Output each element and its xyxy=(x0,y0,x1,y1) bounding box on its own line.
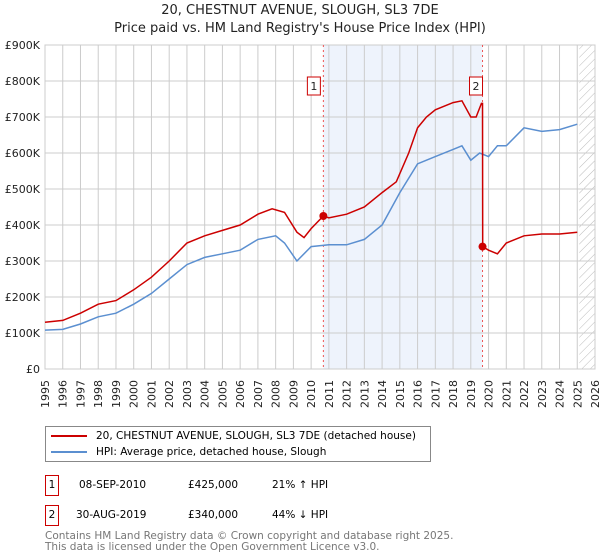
x-tick-label: 2026 xyxy=(589,380,600,408)
y-tick-label: £800K xyxy=(5,75,41,88)
x-tick-label: 2004 xyxy=(199,380,212,408)
sale-date: 08-SEP-2010 xyxy=(79,479,147,491)
x-tick-label: 2000 xyxy=(128,380,141,408)
plot-border xyxy=(44,44,596,370)
table-row: 1 08-SEP-2010 £425,000 21% ↑ HPI xyxy=(45,475,445,496)
chart-title: 20, CHESTNUT AVENUE, SLOUGH, SL3 7DE xyxy=(161,3,439,18)
sale-annotation-label: 1 xyxy=(310,80,317,93)
y-tick-label: £600K xyxy=(5,147,41,160)
shaded-period xyxy=(323,45,483,369)
series-line xyxy=(44,123,578,331)
plot-area: 1995 1996 1997 1998 1999 2000 2001 2002 2003 2004… xyxy=(5,39,600,408)
x-tick-label: 1995 xyxy=(39,380,52,408)
y-tick-label: £100K xyxy=(5,327,41,340)
x-tick-label: 1998 xyxy=(92,380,105,408)
sale-marker-badge: 1 xyxy=(45,475,59,496)
legend-label-property: 20, CHESTNUT AVENUE, SLOUGH, SL3 7DE (de… xyxy=(96,430,416,442)
sale-hpi-diff: 21% ↑ HPI xyxy=(272,479,329,491)
x-tick-label: 2017 xyxy=(429,380,442,408)
y-tick-label: £900K xyxy=(5,39,41,52)
x-tick-label: 1997 xyxy=(74,380,87,408)
x-tick-label: 2018 xyxy=(447,380,460,408)
sale-annotation-box xyxy=(469,76,484,96)
x-tick-label: 2016 xyxy=(412,380,425,408)
y-tick-label: £500K xyxy=(5,183,41,196)
x-tick-label: 2009 xyxy=(287,380,300,408)
footer: Contains HM Land Registry data © Crown c… xyxy=(45,531,453,553)
legend-label-hpi: HPI: Average price, detached house, Slou… xyxy=(96,446,327,458)
x-tick-label: 2010 xyxy=(305,380,318,408)
x-tick-label: 2007 xyxy=(252,380,265,408)
sale-price: £340,000 xyxy=(188,509,239,521)
x-tick-label: 2001 xyxy=(145,380,158,408)
legend-swatch-hpi xyxy=(51,451,87,453)
x-tick-label: 2002 xyxy=(163,380,176,408)
x-tick-label: 2003 xyxy=(181,380,194,408)
chart-subtitle: Price paid vs. HM Land Registry's House … xyxy=(114,21,486,36)
sale-marker-badge: 2 xyxy=(45,505,59,526)
y-tick-label: £0 xyxy=(26,363,40,376)
x-tick-label: 2025 xyxy=(571,380,584,408)
x-tick-label: 2021 xyxy=(500,380,513,408)
x-tick-label: 2008 xyxy=(270,380,283,408)
sale-point xyxy=(478,242,487,251)
x-tick-label: 2022 xyxy=(518,380,531,408)
x-tick-label: 2024 xyxy=(554,380,567,408)
y-tick-label: £300K xyxy=(5,255,41,268)
sale-hpi-diff: 44% ↓ HPI xyxy=(272,509,329,521)
legend: 20, CHESTNUT AVENUE, SLOUGH, SL3 7DE (de… xyxy=(45,426,431,462)
x-tick-label: 2005 xyxy=(216,380,229,408)
x-tick-label: 2006 xyxy=(234,380,247,408)
footer-line: Contains HM Land Registry data © Crown c… xyxy=(45,530,454,542)
x-tick-label: 2012 xyxy=(341,380,354,408)
x-tick-label: 2013 xyxy=(358,380,371,408)
y-tick-label: £700K xyxy=(5,111,41,124)
sale-point xyxy=(319,212,328,220)
legend-swatch-property xyxy=(51,435,87,437)
sale-annotation-box xyxy=(306,76,321,96)
y-tick-label: £400K xyxy=(5,219,41,232)
x-tick-label: 2015 xyxy=(394,380,407,408)
footer-line: This data is licensed under the Open Gov… xyxy=(45,541,380,553)
x-tick-label: 2023 xyxy=(536,380,549,408)
forecast-hatch xyxy=(579,45,595,369)
x-tick-label: 2020 xyxy=(483,380,496,408)
x-tick-label: 1996 xyxy=(57,380,70,408)
sale-price: £425,000 xyxy=(188,479,239,491)
sale-date: 30-AUG-2019 xyxy=(76,509,147,521)
x-tick-label: 2014 xyxy=(376,380,389,408)
x-tick-label: 2019 xyxy=(465,380,478,408)
y-tick-label: £200K xyxy=(5,291,41,304)
x-tick-label: 1999 xyxy=(110,380,123,408)
x-tick-label: 2011 xyxy=(323,380,336,408)
sale-annotation-label: 2 xyxy=(473,80,480,93)
table-row: 2 30-AUG-2019 £340,000 44% ↓ HPI xyxy=(45,505,445,526)
